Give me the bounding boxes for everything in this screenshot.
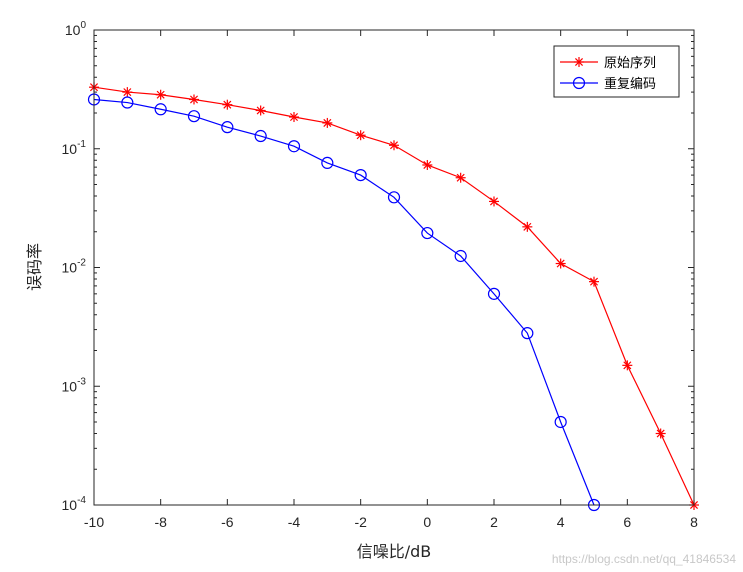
legend-entry-2: 重复编码: [560, 76, 656, 92]
x-axis-title: 信噪比/dB: [357, 542, 432, 561]
legend-swatch-marker: [574, 57, 584, 67]
series-1-point: [622, 360, 633, 371]
series-1-point: [555, 258, 566, 269]
series-1-point: [355, 130, 366, 141]
x-tick-label: 2: [490, 514, 498, 530]
series-2-point: [287, 140, 301, 153]
x-tick-label: 8: [690, 514, 698, 530]
series-1-point: [389, 140, 399, 151]
x-tick-label: 0: [423, 514, 431, 530]
x-tick-label: -2: [354, 514, 367, 530]
series-1-point: [522, 221, 533, 232]
x-tick-label: 4: [557, 514, 565, 530]
x-tick-label: -10: [84, 514, 104, 530]
series-1-point: [655, 428, 666, 439]
plot-area: [94, 30, 694, 505]
series-1-point: [422, 159, 433, 170]
series-1-point: [289, 112, 299, 123]
series-2-point: [187, 110, 201, 123]
series-1-point: [322, 117, 333, 128]
y-tick-label: 10-1: [62, 139, 87, 157]
series-2-point: [554, 415, 567, 429]
x-tick-label: -6: [221, 514, 234, 530]
series-1-point: [122, 87, 133, 98]
legend-box: [553, 45, 680, 98]
series-2-point: [454, 249, 467, 263]
series-2-point: [354, 168, 367, 182]
x-tick-label: -8: [154, 514, 167, 530]
series-1-point: [222, 99, 233, 110]
y-tick-label: 10-3: [62, 376, 87, 394]
series-2-point: [321, 156, 334, 170]
series-2-point: [221, 121, 234, 134]
y-tick-label: 100: [65, 20, 87, 38]
legend-entry-1: 原始序列: [560, 56, 656, 71]
y-tick-label: 10-4: [62, 495, 87, 513]
series-1-point: [155, 89, 166, 100]
ticks-layer: -10 -8 -6 -4 -2 0 2 4 6 8 100 10-1 10-2 10-3 10-4: [62, 20, 699, 530]
series-1-point: [189, 94, 199, 105]
y-tick-label: 10-2: [62, 258, 87, 276]
series-2-point: [521, 327, 534, 340]
y-axis-title: 误码率: [25, 243, 44, 291]
series-2-point: [421, 226, 434, 240]
series-2-point: [387, 191, 401, 204]
watermark: https://blog.csdn.net/qq_41846534: [552, 552, 736, 566]
x-tick-label: -4: [288, 514, 301, 530]
legend-label: 重复编码: [604, 76, 656, 92]
series-2-point: [487, 287, 501, 300]
series-2-point: [154, 103, 167, 116]
series-1-point: [255, 105, 266, 116]
legend-label: 原始序列: [604, 56, 656, 71]
series-1-point: [455, 172, 466, 183]
legend-swatch-marker: [572, 76, 586, 90]
series-2-point: [254, 129, 267, 143]
series-2-line: [93, 98, 595, 506]
series-1-point: [589, 276, 599, 287]
series-2-point: [121, 96, 134, 109]
series-1-point: [489, 196, 499, 207]
x-tick-label: 6: [623, 514, 631, 530]
